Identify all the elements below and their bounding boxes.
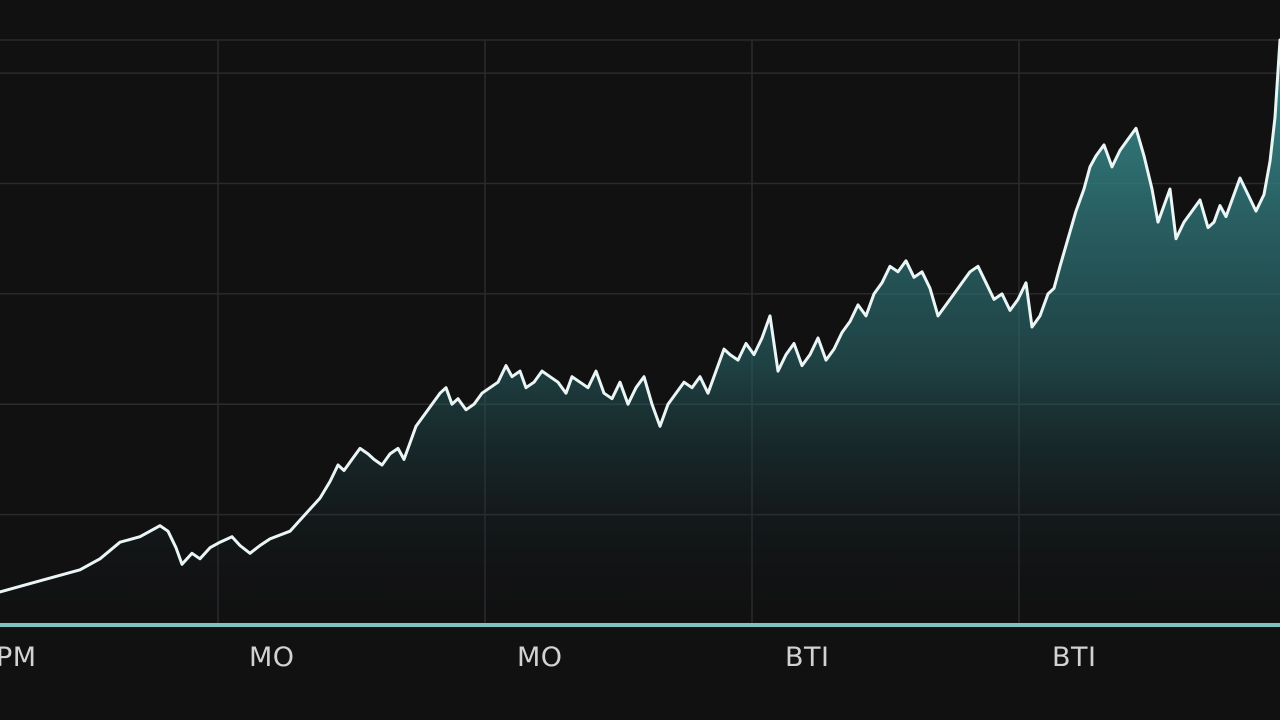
x-tick-label: PM <box>0 642 37 673</box>
series-area-fill <box>0 40 1280 625</box>
x-tick-label: MO <box>249 642 295 673</box>
x-tick-label: BTI <box>1052 642 1097 673</box>
series-line <box>0 38 1280 594</box>
x-tick-label: MO <box>517 642 563 673</box>
x-tick-label: BTI <box>785 642 830 673</box>
